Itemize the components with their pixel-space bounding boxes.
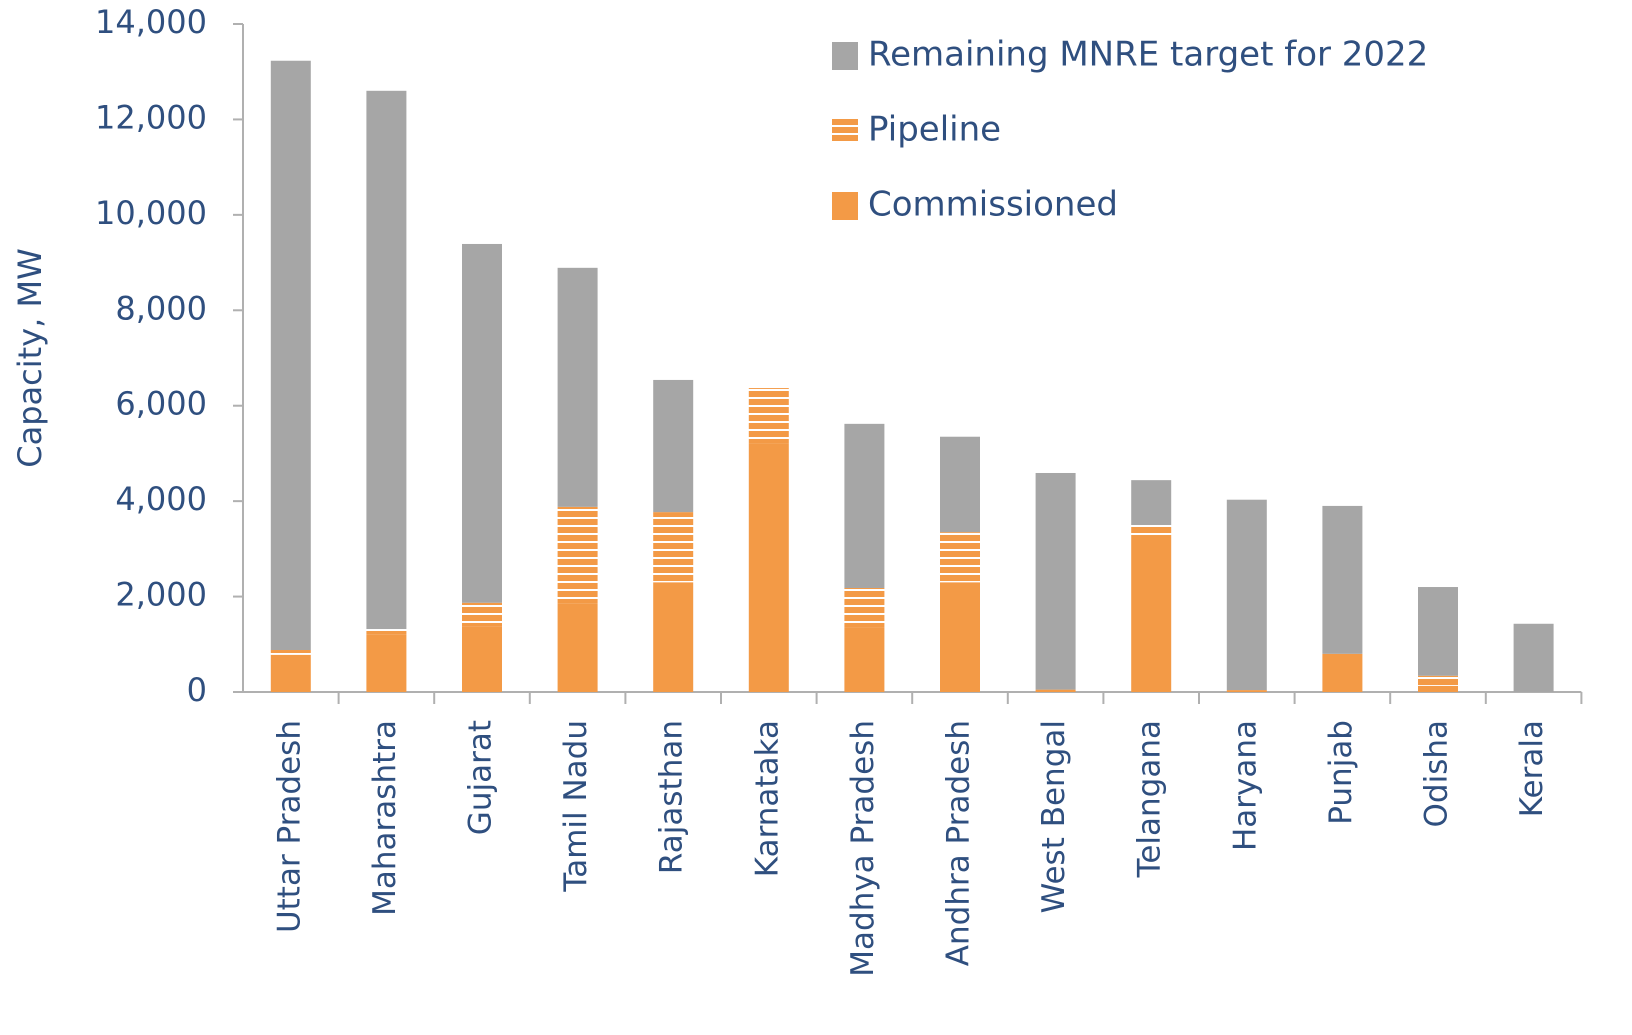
x-tick-label: Maharashtra (367, 720, 403, 916)
bar-segment (270, 654, 311, 692)
x-tick-label: Andhra Pradesh (941, 720, 977, 966)
bar-segment (366, 629, 407, 635)
y-tick-label: 0 (187, 671, 207, 709)
bar-segment (844, 423, 885, 588)
bar-segment (1226, 499, 1267, 691)
x-tick-label: Haryana (1227, 720, 1263, 851)
bar-segment (557, 267, 598, 507)
bar-segment (653, 379, 694, 513)
bar-segment (557, 506, 598, 604)
y-tick-label: 8,000 (115, 289, 207, 327)
legend-label: Remaining MNRE target for 2022 (868, 35, 1428, 75)
y-tick-label: 14,000 (95, 3, 207, 41)
x-tick-label: Telangana (1132, 720, 1168, 878)
x-tick-label: Odisha (1419, 720, 1455, 828)
bar-segment (462, 602, 502, 627)
bar-segment (1418, 587, 1458, 676)
bar-segment (1322, 653, 1363, 692)
bar-segment (270, 60, 311, 651)
x-tick-label: Karnataka (749, 720, 785, 877)
bar-segment (1035, 472, 1076, 690)
legend-swatch (832, 42, 858, 70)
bar-segment (940, 436, 980, 533)
bar-segment (844, 587, 885, 628)
bar-segment (1131, 535, 1172, 692)
x-tick-label: Rajasthan (654, 720, 690, 874)
legend-label: Commissioned (868, 185, 1118, 225)
bar-segment (366, 634, 407, 692)
bar-segment (748, 388, 789, 444)
bar-segment (366, 90, 407, 630)
bar-segment (462, 626, 502, 692)
y-axis-label: Capacity, MW (11, 248, 49, 467)
bar-segment (1418, 675, 1458, 686)
bar-segment (1418, 685, 1458, 692)
bar-segment (1226, 690, 1267, 692)
y-tick-label: 12,000 (95, 98, 207, 136)
y-tick-label: 4,000 (115, 480, 207, 518)
bar-segment (1513, 623, 1554, 692)
bar-segment (844, 627, 885, 692)
bar-segment (653, 512, 694, 583)
y-tick-label: 10,000 (95, 194, 207, 232)
x-tick-label: Kerala (1514, 720, 1550, 817)
bar-segment (462, 243, 502, 603)
x-tick-label: Gujarat (463, 720, 499, 835)
legend-label: Pipeline (868, 110, 1001, 150)
x-tick-label: Punjab (1323, 720, 1359, 825)
bar-segment (653, 582, 694, 692)
x-tick-label: West Bengal (1036, 720, 1072, 913)
x-tick-label: Uttar Pradesh (271, 720, 307, 933)
x-tick-label: Tamil Nadu (558, 720, 594, 893)
y-tick-label: 2,000 (115, 576, 207, 614)
legend-swatch (832, 119, 858, 143)
y-tick-label: 6,000 (115, 385, 207, 423)
bar-segment (940, 582, 980, 692)
bar-segment (1322, 505, 1363, 654)
bar-segment (940, 532, 980, 583)
x-tick-label: Madhya Pradesh (845, 720, 881, 977)
bar-segment (1035, 689, 1076, 692)
legend-swatch (832, 192, 858, 220)
bar-segment (270, 650, 311, 655)
bar-segment (1131, 480, 1172, 525)
bar-segment (557, 603, 598, 692)
bar-segment (1131, 525, 1172, 536)
bar-segment (748, 443, 789, 692)
